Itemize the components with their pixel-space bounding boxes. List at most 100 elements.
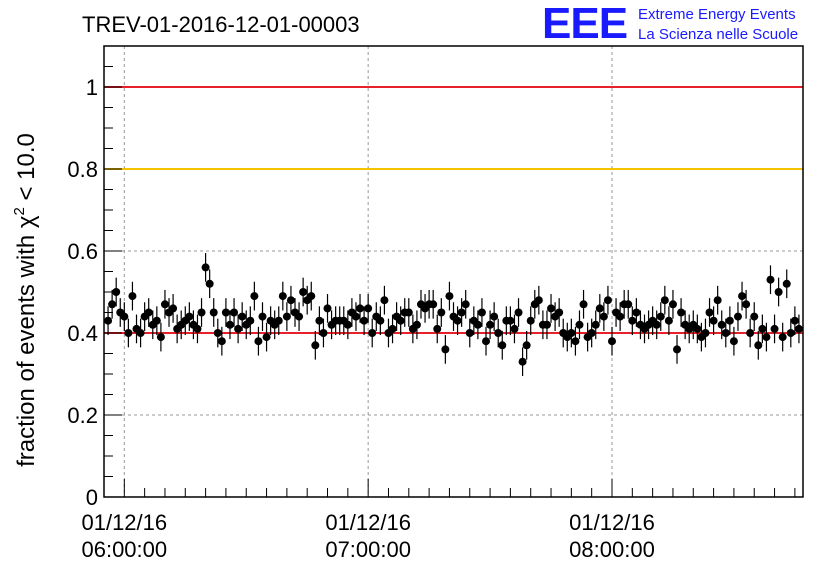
marker bbox=[307, 292, 316, 301]
marker bbox=[725, 316, 734, 325]
data-point bbox=[262, 322, 271, 352]
data-point bbox=[396, 306, 405, 336]
marker bbox=[790, 316, 799, 325]
data-point bbox=[494, 318, 503, 348]
marker bbox=[758, 324, 767, 333]
data-point bbox=[295, 302, 304, 331]
data-point bbox=[270, 310, 279, 340]
data-point bbox=[258, 302, 267, 331]
data-point bbox=[266, 306, 275, 336]
data-point bbox=[165, 298, 174, 327]
marker bbox=[205, 279, 214, 288]
data-point bbox=[221, 298, 230, 327]
marker bbox=[356, 304, 365, 313]
data-point bbox=[721, 318, 730, 348]
marker bbox=[526, 316, 535, 325]
data-point bbox=[786, 318, 795, 348]
marker bbox=[311, 341, 320, 350]
data-point bbox=[583, 322, 592, 352]
data-point bbox=[319, 318, 328, 348]
data-point bbox=[160, 289, 169, 319]
marker bbox=[128, 292, 137, 301]
data-point bbox=[555, 298, 564, 327]
marker bbox=[652, 320, 661, 329]
data-point bbox=[404, 298, 413, 327]
data-point bbox=[307, 281, 316, 311]
x-tick-labels: 01/12/1606:00:0001/12/1607:00:0001/12/16… bbox=[81, 510, 654, 562]
data-point bbox=[116, 298, 125, 327]
marker bbox=[522, 341, 531, 350]
data-point bbox=[234, 314, 243, 344]
data-point bbox=[327, 310, 336, 340]
marker bbox=[201, 263, 210, 272]
marker bbox=[482, 337, 491, 346]
marker bbox=[258, 312, 267, 321]
marker bbox=[465, 329, 474, 337]
y-axis-label-chi: χ bbox=[13, 215, 40, 228]
data-point bbox=[181, 306, 190, 336]
data-point bbox=[412, 310, 421, 340]
data-point bbox=[530, 289, 539, 319]
data-point bbox=[616, 302, 625, 331]
data-point bbox=[384, 318, 393, 348]
data-point bbox=[104, 306, 113, 336]
data-point bbox=[173, 314, 182, 344]
data-point bbox=[713, 285, 722, 315]
marker bbox=[498, 341, 507, 350]
data-point bbox=[603, 285, 612, 315]
data-point bbox=[120, 302, 129, 331]
data-point bbox=[136, 318, 145, 348]
data-point bbox=[717, 310, 726, 340]
marker bbox=[494, 329, 503, 337]
marker bbox=[315, 316, 324, 325]
data-point bbox=[660, 285, 669, 315]
data-point bbox=[575, 310, 584, 340]
data-point bbox=[124, 318, 133, 348]
data-point bbox=[372, 302, 381, 331]
marker bbox=[778, 333, 787, 342]
y-axis-label-suffix: < 10.0 bbox=[13, 133, 40, 207]
marker bbox=[254, 337, 263, 346]
marker bbox=[774, 288, 783, 296]
marker bbox=[136, 329, 145, 337]
logo-mark: EEE bbox=[542, 0, 627, 48]
marker bbox=[624, 300, 633, 309]
marker bbox=[323, 304, 332, 313]
data-point bbox=[421, 294, 430, 323]
marker bbox=[782, 279, 791, 288]
x-tick-label-time: 07:00:00 bbox=[325, 537, 411, 562]
data-point bbox=[486, 310, 495, 340]
data-point bbox=[607, 326, 616, 356]
marker bbox=[368, 329, 377, 337]
marker bbox=[762, 333, 771, 342]
marker bbox=[343, 320, 352, 329]
marker bbox=[567, 329, 576, 337]
marker bbox=[770, 324, 779, 333]
data-point bbox=[323, 294, 332, 323]
reference-lines bbox=[104, 86, 803, 334]
data-point bbox=[441, 335, 450, 364]
data-point bbox=[286, 285, 295, 315]
data-point bbox=[624, 289, 633, 319]
marker bbox=[664, 316, 673, 325]
data-point bbox=[547, 294, 556, 323]
data-point bbox=[132, 314, 141, 344]
marker bbox=[217, 337, 226, 346]
marker bbox=[152, 316, 161, 325]
plot-frame bbox=[103, 45, 804, 498]
data-point bbox=[518, 347, 527, 377]
data-point bbox=[311, 330, 320, 360]
data-point bbox=[652, 310, 661, 340]
data-point bbox=[429, 289, 438, 319]
x-tick-label-date: 01/12/16 bbox=[325, 510, 411, 535]
data-point bbox=[445, 281, 454, 311]
y-tick-label: 1 bbox=[86, 75, 98, 100]
data-point bbox=[140, 302, 149, 331]
marker bbox=[295, 312, 304, 321]
marker bbox=[445, 292, 454, 301]
data-point bbox=[754, 330, 763, 360]
data-point bbox=[567, 318, 576, 348]
marker bbox=[250, 292, 259, 301]
data-point bbox=[351, 302, 360, 331]
data-point bbox=[246, 306, 255, 336]
